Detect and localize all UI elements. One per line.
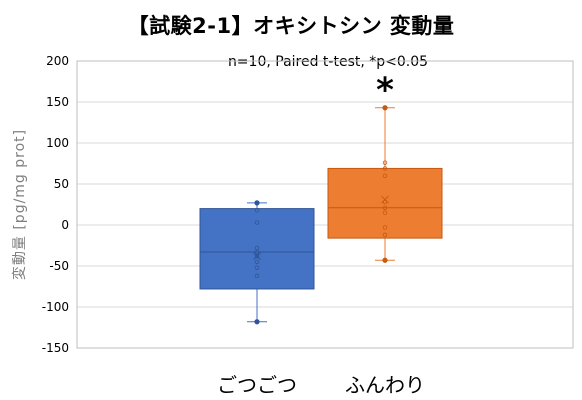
y-axis-ticks: 200 150 100 50 0 -50 -100 -150 [42,54,69,355]
y-tick-label: -100 [42,300,69,314]
data-point [382,210,388,215]
mean-marker [253,252,261,261]
data-point [254,259,260,265]
y-axis-label: 変動量 [pg/mg prot] [11,129,28,280]
data-point [254,265,260,270]
data-point [382,232,388,238]
data-point [382,105,388,111]
mean-marker [381,195,389,204]
data-point [254,245,260,251]
chart-title: 【試験2-1】オキシトシン 変動量 [127,14,455,38]
category-labels: ごつごつ ふんわり [217,373,425,397]
plot-area-border [76,60,574,349]
box-funwari [327,105,443,263]
gridlines [77,60,573,349]
box-series [199,105,443,325]
data-point [382,257,388,263]
data-point [254,220,260,225]
iqr-box [327,167,443,239]
iqr-box [199,208,315,290]
category-label: ふんわり [345,373,425,397]
y-tick-label: -150 [42,341,69,355]
data-point [254,208,260,213]
significance-marker: * [376,71,394,111]
chart-subtitle: n=10, Paired t-test, *p<0.05 [228,54,428,70]
y-tick-label: 50 [54,177,69,191]
category-label: ごつごつ [217,373,297,397]
data-point [382,199,388,205]
data-point [254,249,260,255]
data-point [382,160,388,165]
y-tick-label: 100 [46,136,69,150]
data-point [254,253,260,259]
y-tick-label: 150 [46,95,69,109]
box-gotsugotsu [199,200,315,325]
data-point [382,205,388,210]
data-point [254,319,260,325]
data-point [382,225,388,230]
data-point [382,166,388,171]
data-point [254,200,260,206]
data-point [254,273,260,279]
data-point [382,173,388,178]
y-tick-label: 0 [61,218,69,232]
y-tick-label: 200 [46,54,69,68]
y-tick-label: -50 [49,259,69,273]
